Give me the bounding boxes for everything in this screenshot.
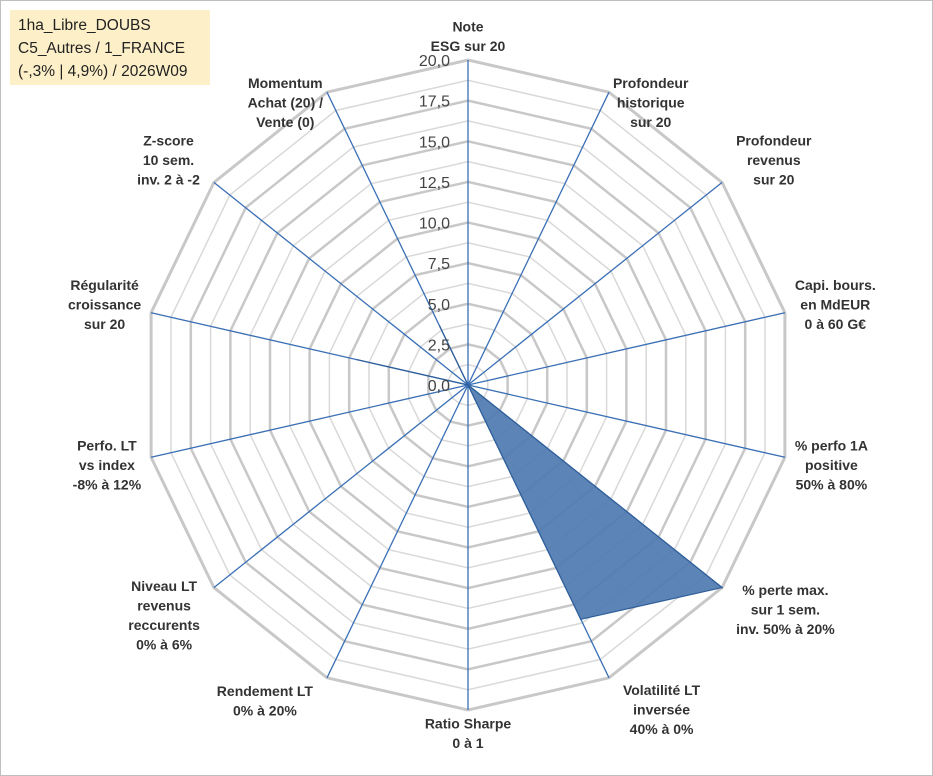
tick-label-5: 12,5: [419, 175, 450, 192]
tick-label-0: 0,0: [428, 378, 450, 395]
axis-label-11-line-1: croissance: [68, 297, 141, 313]
axis-label-12-line-2: inv. 2 à -2: [137, 172, 200, 188]
radar-series: [356, 325, 723, 621]
axis-label-3-line-2: 0 à 60 G€: [805, 316, 867, 332]
axis-label-5-line-1: sur 1 sem.: [751, 601, 820, 617]
series-point-6: [580, 618, 582, 621]
axis-label-0-line-0: Note: [452, 19, 483, 35]
axis-label-1-line-0: Profondeur: [613, 75, 689, 91]
spoke-12: [213, 181, 469, 386]
spoke-4: [467, 384, 786, 458]
axis-label-10-line-2: -8% à 12%: [73, 476, 142, 492]
tick-label-2: 5,0: [428, 297, 450, 314]
tick-label-1: 2,5: [428, 337, 450, 354]
axis-label-12-line-1: 10 sem.: [143, 152, 194, 168]
axis-label-9-line-1: revenus: [137, 598, 191, 614]
spoke-10: [150, 384, 469, 458]
axis-label-2-line-0: Profondeur: [736, 133, 812, 149]
radar-axis-labels: Note ESG sur 20 Profondeur historique sur 20…: [68, 19, 876, 752]
axis-label-12-line-0: Z-score: [143, 133, 194, 149]
series-point-12: [467, 384, 469, 386]
axis-label-2-line-1: revenus: [747, 152, 801, 168]
tick-label-8: 20,0: [419, 53, 450, 70]
axis-label-13-line-1: Achat (20) /: [248, 95, 324, 111]
radar-tick-labels: 0,0 2,5 5,0 7,5 10,0 12,5 15,0 17,5 20,0: [419, 53, 450, 395]
info-line-2: C5_Autres / 1_FRANCE: [18, 40, 186, 57]
axis-label-4-line-1: positive: [805, 457, 858, 473]
axis-label-9-line-0: Niveau LT: [131, 578, 197, 594]
axis-label-9-line-2: reccurents: [128, 617, 200, 633]
spoke-3: [467, 312, 786, 386]
axis-label-0-line-1: ESG sur 20: [431, 38, 506, 54]
axis-label-13-line-0: Momentum: [248, 75, 323, 91]
axis-label-1-line-2: sur 20: [630, 114, 671, 130]
series-point-5: [721, 586, 723, 589]
axis-label-3-line-0: Capi. bours.: [795, 277, 876, 293]
spoke-8: [326, 384, 469, 679]
info-box: 1ha_Libre_DOUBS C5_Autres / 1_FRANCE (-,…: [10, 10, 210, 85]
axis-label-6-line-0: Volatilité LT: [623, 682, 701, 698]
axis-label-10-line-1: vs index: [79, 457, 135, 473]
spoke-2: [467, 181, 723, 386]
axis-label-6-line-1: inversée: [633, 701, 690, 717]
axis-label-8-line-0: Rendement LT: [217, 683, 314, 699]
axis-label-9-line-3: 0% à 6%: [136, 637, 193, 653]
spoke-1: [467, 91, 610, 386]
axis-label-5-line-2: inv. 50% à 20%: [736, 621, 835, 637]
axis-label-1-line-1: historique: [617, 95, 685, 111]
axis-label-8-line-1: 0% à 20%: [233, 702, 297, 718]
axis-label-7-line-1: 0 à 1: [452, 735, 483, 751]
axis-label-4-line-0: % perfo 1A: [795, 437, 868, 453]
tick-label-7: 17,5: [419, 94, 450, 111]
series-point-13: [439, 325, 441, 328]
axis-label-11-line-2: sur 20: [84, 316, 125, 332]
tick-label-6: 15,0: [419, 134, 450, 151]
spoke-9: [213, 384, 469, 589]
axis-label-2-line-2: sur 20: [753, 172, 794, 188]
axis-label-5-line-0: % perte max.: [742, 582, 828, 598]
info-line-3: (-,3% | 4,9%) / 2026W09: [18, 63, 188, 80]
axis-label-10-line-0: Perfo. LT: [77, 437, 137, 453]
axis-label-13-line-2: Vente (0): [256, 114, 314, 130]
series-point-11: [356, 358, 358, 361]
axis-label-4-line-2: 50% à 80%: [796, 476, 868, 492]
info-line-1: 1ha_Libre_DOUBS: [18, 17, 151, 34]
tick-label-4: 10,0: [419, 216, 450, 233]
axis-label-7-line-0: Ratio Sharpe: [425, 716, 512, 732]
axis-label-11-line-0: Régularité: [70, 277, 139, 293]
axis-label-3-line-1: en MdEUR: [800, 297, 870, 313]
series-area-0: [356, 325, 723, 620]
tick-label-3: 7,5: [428, 256, 450, 273]
axis-label-6-line-2: 40% à 0%: [630, 721, 694, 737]
